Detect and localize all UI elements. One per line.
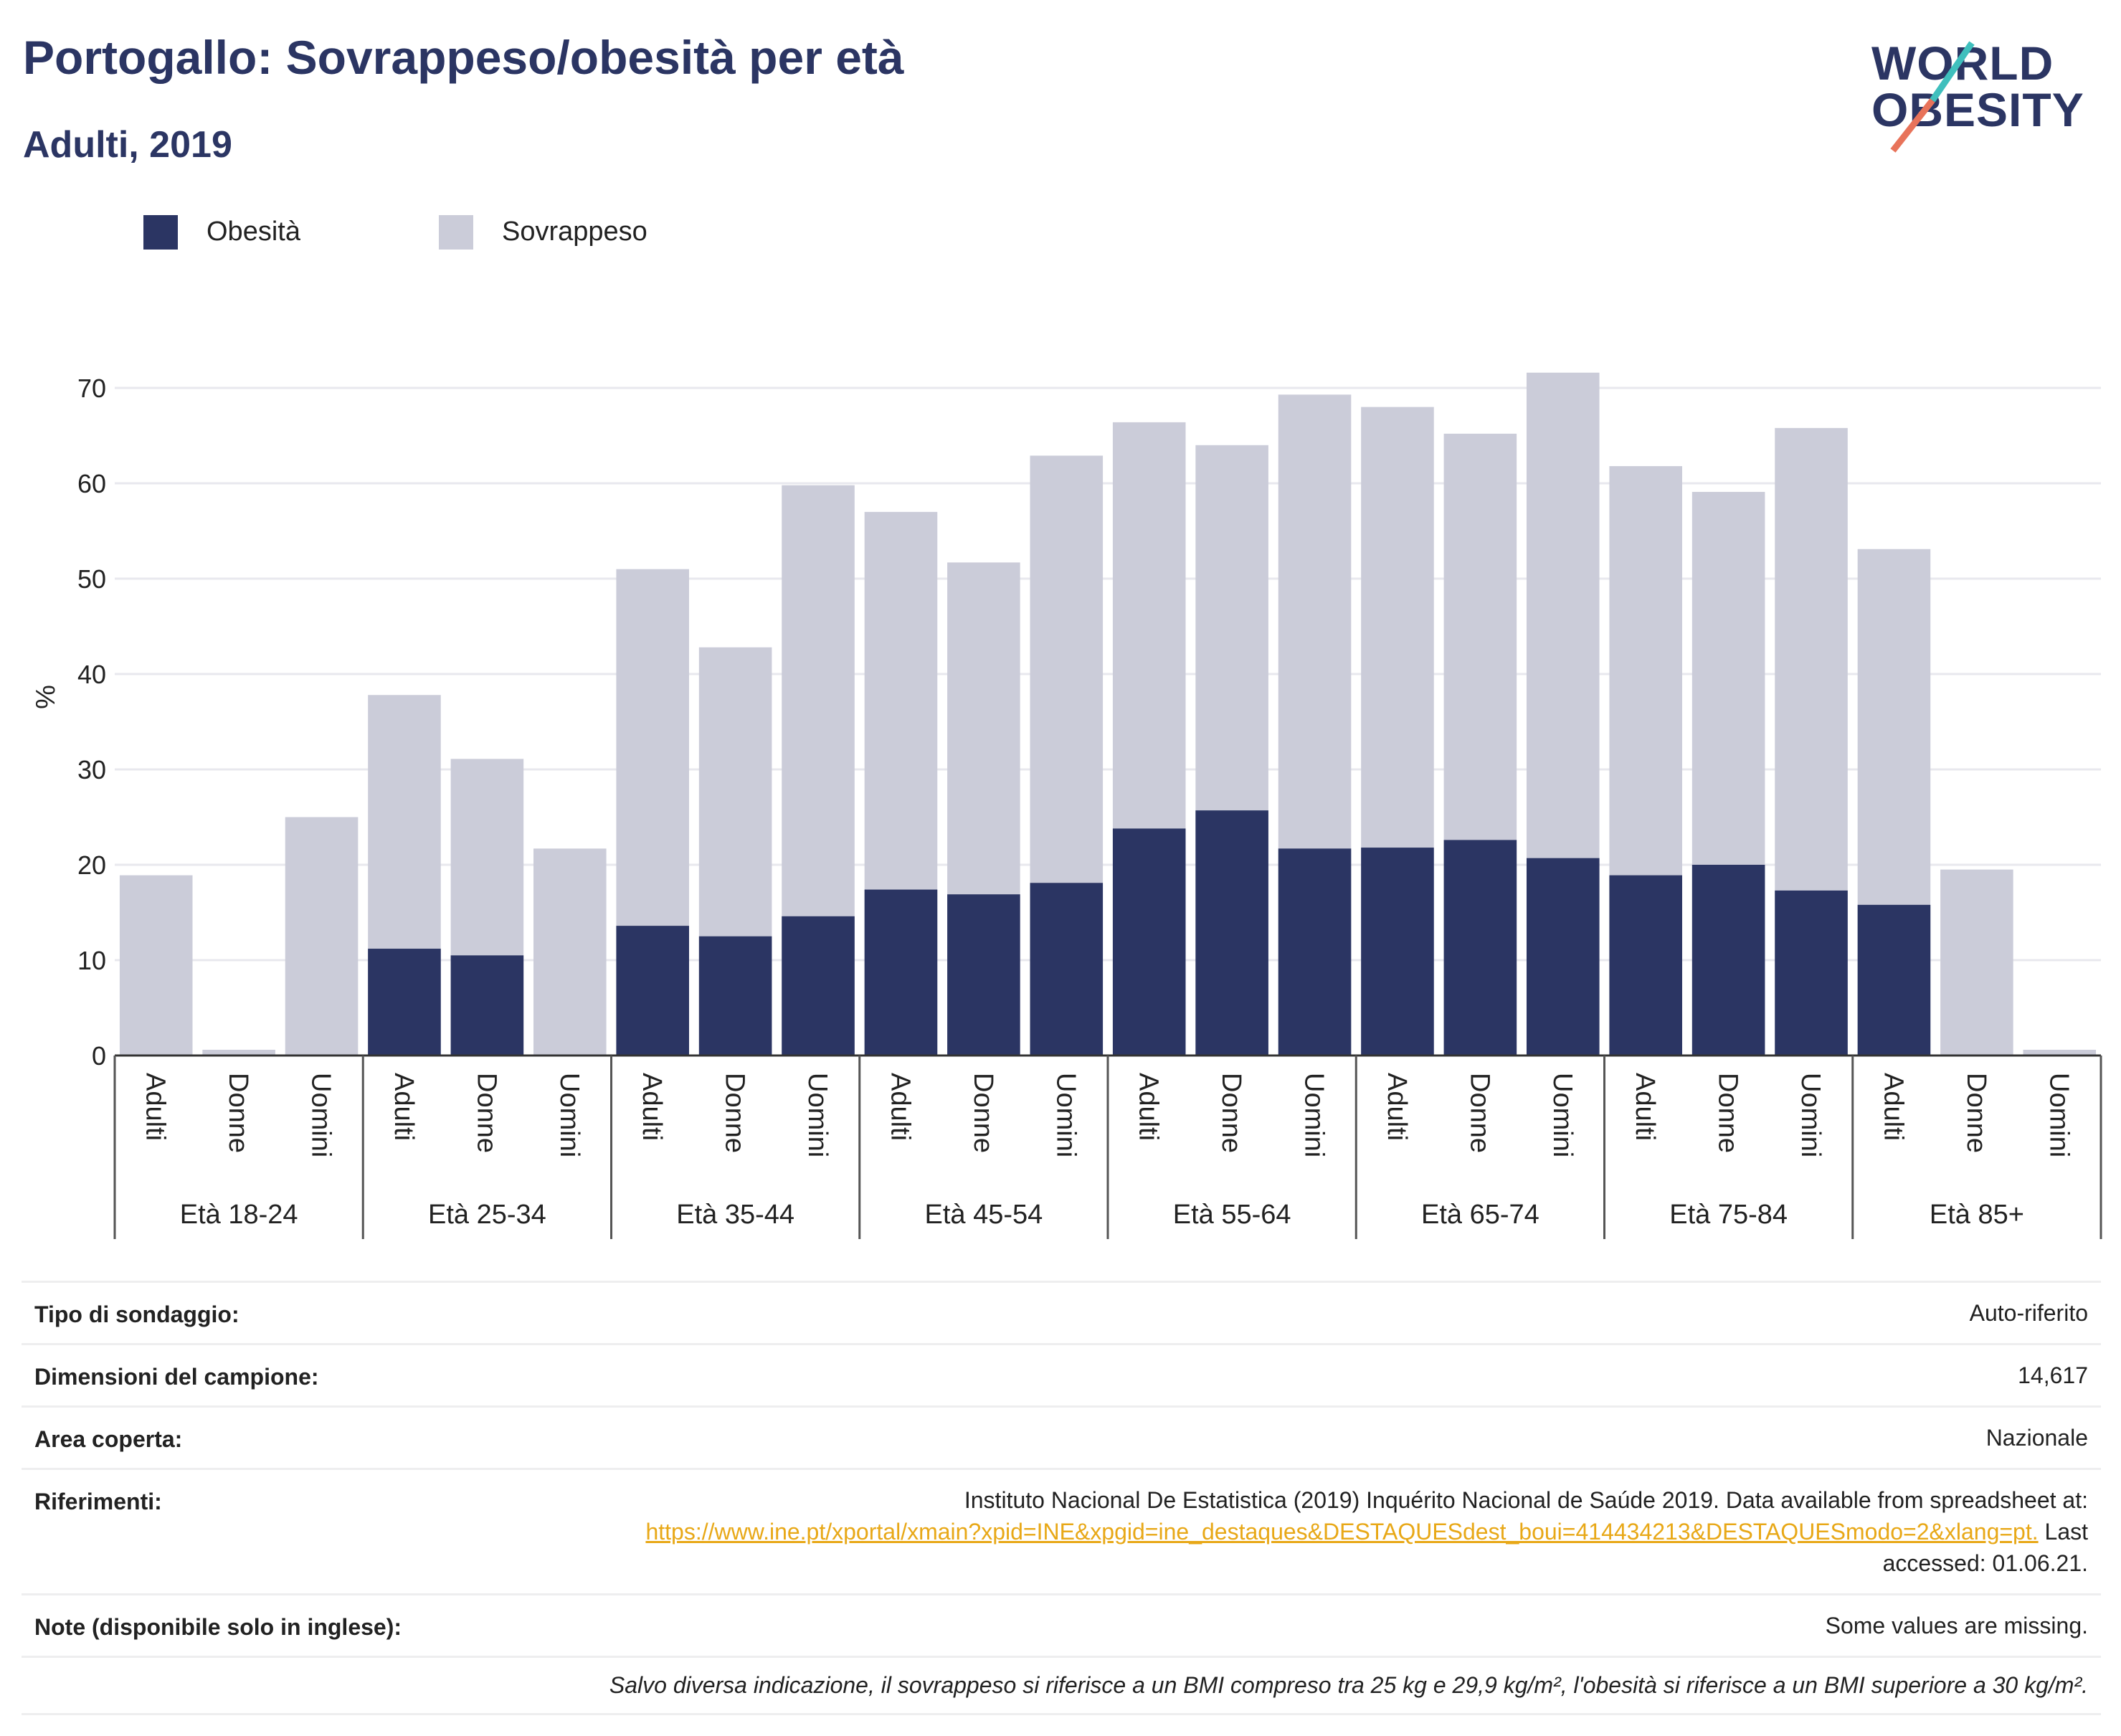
logo-line-1: WORLD (1871, 37, 2054, 90)
bar-overweight (119, 875, 193, 1056)
y-tick-label: 70 (77, 374, 106, 403)
y-tick-label: 10 (77, 946, 106, 975)
legend-swatch-obesity (143, 215, 178, 250)
x-tick-label: Donne (1713, 1073, 1743, 1153)
x-tick-label: Donne (1216, 1073, 1246, 1153)
y-tick-label: 0 (92, 1041, 106, 1071)
x-tick-label: Adulti (141, 1073, 171, 1141)
references-label: Riferimenti: (34, 1489, 162, 1514)
x-tick-label: Adulti (389, 1073, 419, 1141)
bar-obesity (782, 916, 855, 1056)
bar-obesity (1030, 883, 1104, 1056)
sample-size-label: Dimensioni del campione: (34, 1364, 319, 1390)
bar-obesity (1278, 848, 1352, 1056)
references-accessed: Last accessed: 01.06.21. (1882, 1519, 2088, 1576)
bar-overweight (533, 848, 607, 1056)
x-tick-label: Donne (720, 1073, 750, 1153)
legend-swatch-overweight (439, 215, 473, 250)
logo-line-2: OBESITY (1871, 83, 2084, 136)
bar-obesity (450, 955, 524, 1056)
info-row-notes: Note (disponibile solo in inglese): Some… (22, 1593, 2101, 1656)
y-tick-label: 60 (77, 469, 106, 498)
y-tick-label: 30 (77, 755, 106, 784)
bar-obesity (864, 889, 938, 1056)
page-subtitle: Adulti, 2019 (23, 124, 232, 166)
bar-obesity (698, 936, 772, 1056)
bar-overweight (202, 1050, 275, 1056)
bar-obesity (1443, 840, 1517, 1056)
bar-overweight (285, 817, 359, 1056)
bar-obesity (1775, 890, 1848, 1056)
bar-obesity (616, 926, 689, 1056)
x-tick-label: Uomini (1547, 1073, 1577, 1157)
info-row-area: Area coperta: Nazionale (22, 1405, 2101, 1468)
info-row-references: Riferimenti: Instituto Nacional De Estat… (22, 1468, 2101, 1593)
group-label: Età 75-84 (1669, 1200, 1788, 1230)
x-tick-label: Adulti (637, 1073, 667, 1141)
bar-overweight (2023, 1050, 2097, 1056)
logo-slash-icon (1890, 41, 1975, 153)
survey-type-label: Tipo di sondaggio: (34, 1301, 239, 1327)
y-tick-label: 20 (77, 850, 106, 880)
references-link[interactable]: https://www.ine.pt/xportal/xmain?xpid=IN… (645, 1519, 2039, 1545)
bar-obesity (1361, 848, 1434, 1056)
group-label: Età 55-64 (1173, 1200, 1291, 1230)
x-tick-label: Uomini (2044, 1073, 2074, 1157)
x-tick-label: Adulti (885, 1073, 915, 1141)
y-tick-label: 50 (77, 564, 106, 594)
x-tick-label: Adulti (1878, 1073, 1908, 1141)
bar-obesity (1691, 865, 1765, 1056)
bar-obesity (1609, 875, 1682, 1056)
bar-obesity (368, 949, 441, 1056)
x-tick-label: Donne (223, 1073, 253, 1153)
x-tick-label: Adulti (1630, 1073, 1660, 1141)
bar-chart: 0 10 20 30 40 50 60 70% Adulti Donne Uomini Adulti D… (31, 372, 2102, 1239)
group-label: Età 35-44 (676, 1200, 794, 1230)
group-label: Età 45-54 (924, 1200, 1043, 1230)
world-obesity-logo: WORLD OBESITY (1864, 29, 2101, 158)
x-tick-label: Uomini (1795, 1073, 1826, 1157)
bar-obesity (1195, 810, 1268, 1056)
area-label: Area coperta: (34, 1426, 183, 1452)
bar-obesity (1527, 858, 1600, 1056)
group-label: Età 18-24 (180, 1200, 298, 1230)
x-tick-label: Uomini (802, 1073, 832, 1157)
references-text: Instituto Nacional De Estatistica (2019)… (964, 1487, 2088, 1513)
references-value: Instituto Nacional De Estatistica (2019)… (536, 1484, 2088, 1579)
bar-obesity (1857, 904, 1931, 1056)
x-tick-label: Uomini (554, 1073, 584, 1157)
legend-item-obesity: Obesità (143, 215, 430, 251)
info-table: Tipo di sondaggio: Auto-riferito Dimensi… (22, 1281, 2101, 1715)
legend-label-overweight: Sovrappeso (502, 217, 647, 247)
x-tick-label: Donne (1464, 1073, 1494, 1153)
area-value: Nazionale (1985, 1425, 2088, 1451)
notes-label: Note (disponibile solo in inglese): (34, 1614, 402, 1640)
bar-obesity (1112, 828, 1186, 1056)
footnote: Salvo diversa indicazione, il sovrappeso… (22, 1656, 2101, 1715)
notes-value: Some values are missing. (1825, 1613, 2088, 1638)
info-row-sample-size: Dimensioni del campione: 14,617 (22, 1343, 2101, 1405)
group-label: Età 85+ (1930, 1200, 2024, 1230)
x-tick-label: Donne (1961, 1073, 1991, 1153)
x-tick-label: Uomini (1050, 1073, 1081, 1157)
x-tick-label: Adulti (1382, 1073, 1412, 1141)
bar-overweight (1940, 869, 2013, 1056)
legend-label-obesity: Obesità (207, 217, 300, 247)
x-tick-label: Uomini (306, 1073, 336, 1157)
y-axis-label: % (31, 685, 61, 709)
x-tick-label: Donne (968, 1073, 998, 1153)
y-tick-label: 40 (77, 660, 106, 689)
info-row-survey-type: Tipo di sondaggio: Auto-riferito (22, 1281, 2101, 1343)
legend-item-overweight: Sovrappeso (439, 215, 726, 251)
group-label: Età 65-74 (1421, 1200, 1539, 1230)
bar-obesity (947, 894, 1020, 1056)
survey-type-value: Auto-riferito (1969, 1300, 2088, 1326)
x-tick-label: Adulti (1134, 1073, 1164, 1141)
page-title: Portogallo: Sovrappeso/obesità per età (23, 31, 904, 84)
group-label: Età 25-34 (428, 1200, 546, 1230)
x-tick-label: Donne (471, 1073, 501, 1153)
sample-size-value: 14,617 (2018, 1362, 2088, 1388)
x-tick-label: Uomini (1299, 1073, 1329, 1157)
